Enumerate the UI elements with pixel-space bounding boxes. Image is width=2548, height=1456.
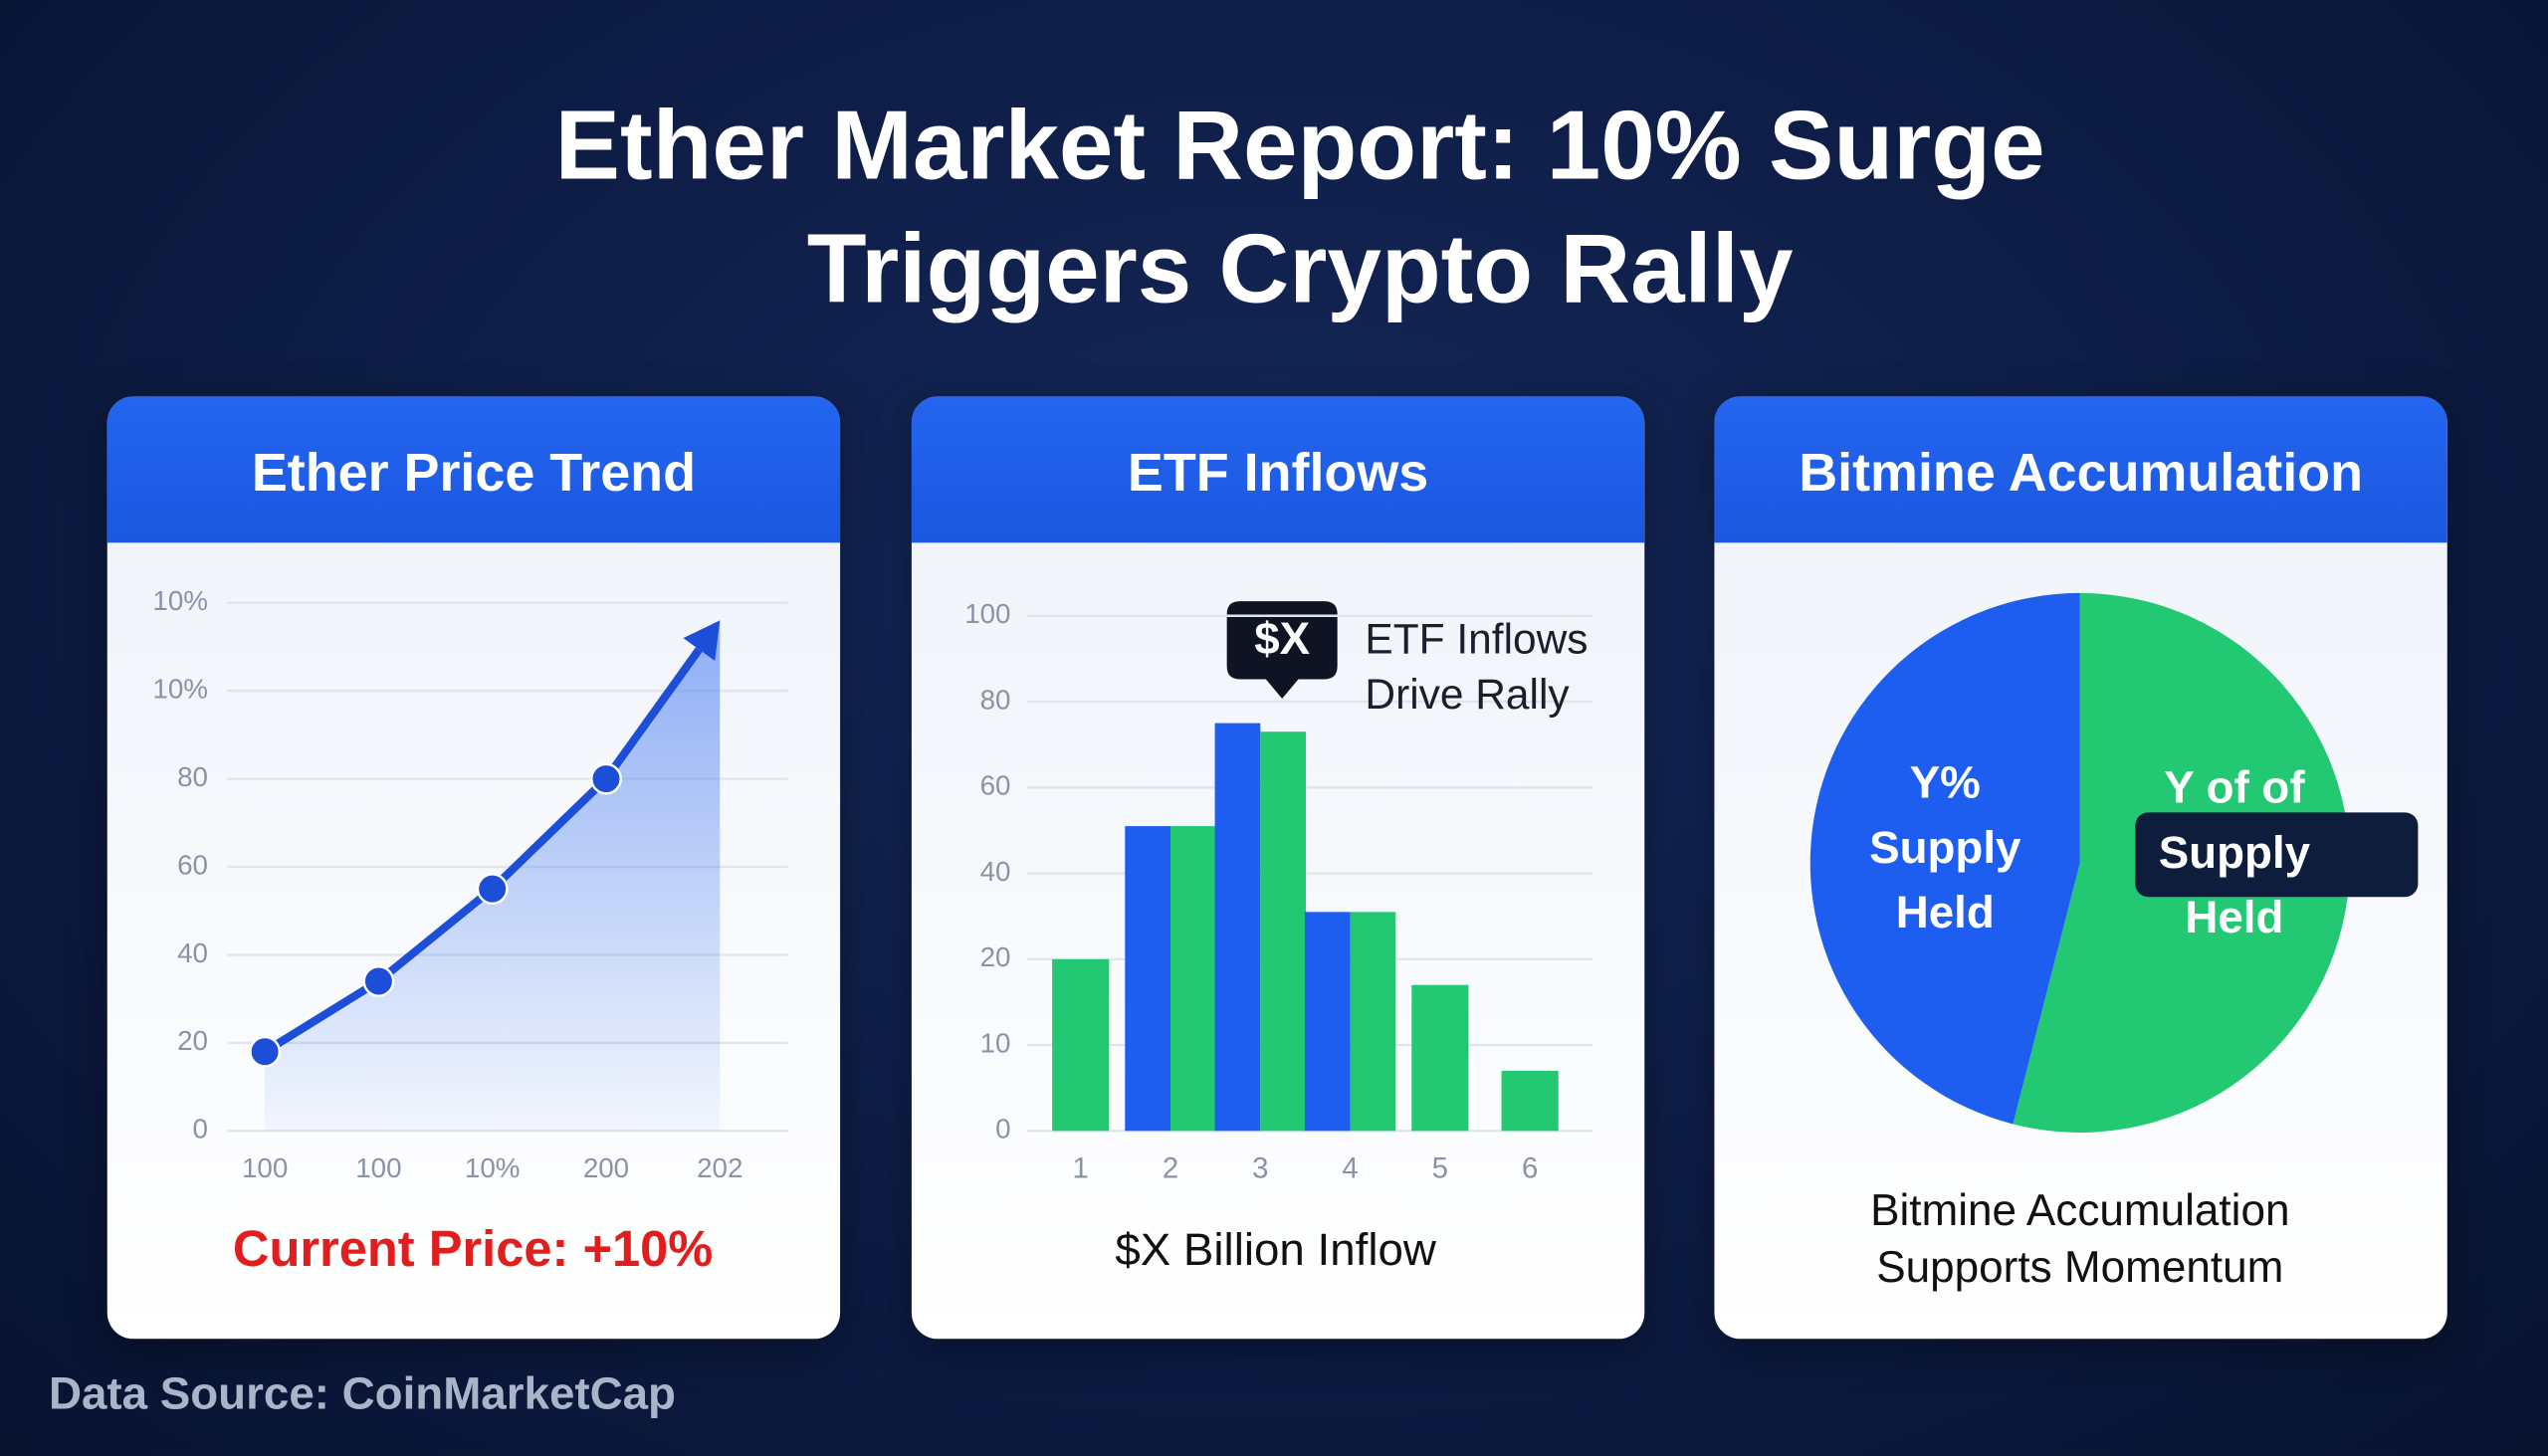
y-tick-label: 80	[177, 761, 208, 792]
card-title: ETF Inflows	[911, 396, 1645, 543]
bar	[1214, 723, 1261, 1132]
caption: Bitmine Accumulation Supports Momentum	[1870, 1185, 2290, 1292]
x-tick-label: 1	[1073, 1151, 1089, 1184]
bar	[1169, 826, 1216, 1132]
y-tick-label: 80	[980, 684, 1011, 715]
callout-bubble	[1226, 601, 1338, 700]
slice-label: Y% Supply Held	[1869, 756, 2021, 938]
x-tick-label: 100	[242, 1152, 288, 1183]
source: Data Source: CoinMarketCap	[48, 1367, 676, 1419]
y-tick-label: 20	[177, 1025, 208, 1056]
y-tick-label: 40	[177, 937, 208, 968]
y-tick-label: 0	[193, 1114, 208, 1144]
x-axis-label: $X Billion Inflow	[1115, 1224, 1437, 1275]
point	[362, 965, 395, 997]
bar	[1350, 912, 1396, 1132]
x-tick-label: 4	[1342, 1151, 1358, 1184]
annotation: Current Price: +10%	[233, 1220, 713, 1277]
y-tick-label: 100	[964, 598, 1010, 629]
x-tick-label: 5	[1432, 1151, 1448, 1184]
y-tick-label: 10	[980, 1027, 1011, 1058]
x-tick-label: 10%	[465, 1152, 521, 1183]
slice	[1809, 592, 2080, 1125]
area	[265, 620, 721, 1132]
point	[590, 762, 622, 795]
x-tick-label: 2	[1163, 1151, 1178, 1184]
y-tick-label: 20	[980, 941, 1011, 972]
bar	[1260, 731, 1306, 1132]
x-tick-label: 6	[1522, 1151, 1538, 1184]
page-title: Ether Market Report: 10% Surge Triggers …	[554, 91, 2045, 323]
annotation: ETF Inflows Drive Rally	[1365, 614, 1589, 719]
card-title: Bitmine Accumulation	[1714, 396, 2447, 543]
y-tick-label: 10%	[152, 673, 208, 704]
arrowhead	[683, 620, 721, 662]
x-tick-label: 100	[355, 1152, 401, 1183]
y-tick-label: 40	[980, 856, 1011, 887]
y-tick-label: 0	[995, 1114, 1010, 1144]
card-title: Ether Price Trend	[106, 396, 841, 543]
callout: $X	[1254, 613, 1310, 664]
bar	[1304, 912, 1351, 1132]
point	[476, 873, 509, 906]
bar	[1411, 984, 1469, 1132]
x-tick-label: 3	[1252, 1151, 1268, 1184]
x-tick-label: 200	[583, 1152, 629, 1183]
y-tick-label: 60	[177, 849, 208, 880]
x-tick-label: 202	[697, 1152, 743, 1183]
label-badge	[2135, 812, 2419, 898]
point	[249, 1035, 282, 1068]
bar	[1125, 826, 1170, 1132]
y-tick-label: 60	[980, 770, 1011, 801]
bar	[1052, 958, 1110, 1132]
slice-label: Y of of Supply Held	[2158, 761, 2311, 942]
y-tick-label: 10%	[152, 585, 208, 616]
bar	[1501, 1070, 1559, 1132]
